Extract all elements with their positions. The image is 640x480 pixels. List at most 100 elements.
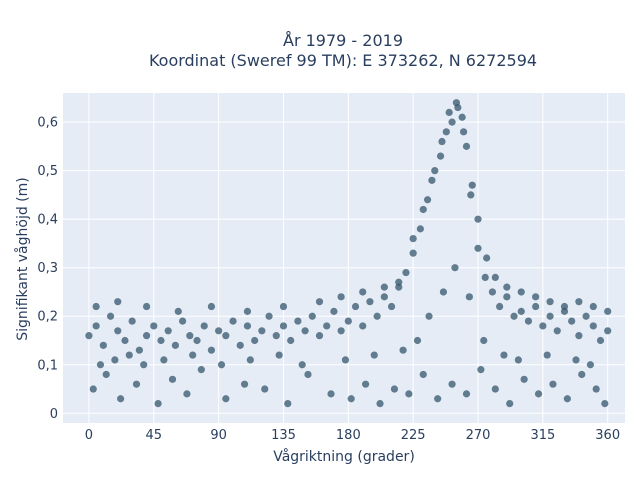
data-point [436,152,445,160]
data-point [514,356,522,364]
data-point [546,312,554,320]
data-point [477,366,485,374]
data-point [413,336,422,345]
x-tick-label: 360 [595,428,620,443]
data-point [222,332,230,340]
data-point [243,307,252,315]
data-point [347,395,355,403]
data-point [488,288,497,296]
data-point [189,351,197,359]
data-point [179,317,187,325]
data-point [229,317,237,325]
data-point [315,332,324,340]
data-point [520,375,528,383]
data-point [416,225,424,233]
data-point [474,244,482,252]
data-point [207,302,216,311]
data-point [261,385,269,393]
data-point [419,205,427,214]
data-point [157,336,165,345]
data-point [102,370,110,379]
data-point [174,307,182,315]
data-point [327,390,335,398]
data-point [154,399,162,408]
data-point [409,249,417,257]
data-point [376,399,384,408]
y-tick-label: 0,2 [37,310,58,325]
data-point [549,380,557,388]
data-point [323,322,331,330]
data-point [387,302,396,311]
data-point [438,137,446,146]
data-point [510,312,518,320]
data-point [193,336,201,345]
data-point [604,307,612,315]
data-point [572,356,580,364]
data-point [200,322,208,330]
data-point [298,361,306,369]
data-point [370,351,378,359]
data-point [480,336,488,345]
gridlines [63,93,625,423]
data-point [592,385,600,393]
chart-title-line-2: Koordinat (Sweref 99 TM): E 373262, N 62… [149,51,537,70]
data-point [405,390,413,398]
data-point [532,293,540,301]
x-tick-label: 180 [336,428,361,443]
data-point [491,385,499,393]
x-tick-label: 135 [271,428,296,443]
x-axis-ticks: 0 45 90 135 180 225 270 315 360 [85,428,620,443]
data-point [341,356,350,364]
data-point [197,366,205,374]
data-point [543,351,551,359]
data-point [150,322,158,330]
data-point [462,142,471,150]
data-point [380,293,388,301]
data-point [99,341,107,349]
data-point [451,264,459,272]
data-point [517,307,525,315]
data-point [243,322,252,330]
data-point [279,322,288,330]
data-point [125,351,133,359]
data-point [586,361,595,369]
y-tick-label: 0,3 [37,261,58,276]
x-tick-label: 0 [85,428,93,443]
data-point [140,361,148,369]
data-point [275,351,283,359]
data-point [560,302,569,311]
data-point [483,254,491,262]
data-point [186,332,194,340]
data-point [524,317,533,325]
data-point [428,176,436,184]
data-point [425,312,433,320]
data-point [589,322,597,330]
data-point [279,302,288,311]
data-point [366,298,374,306]
data-point [337,327,345,335]
chart-title: År 1979 - 2019 Koordinat (Sweref 99 TM):… [149,31,537,70]
data-point [539,322,547,330]
data-point [207,346,216,354]
data-point [496,302,504,311]
data-point [442,128,450,136]
data-point [240,380,249,388]
data-point [503,293,511,301]
data-point [409,234,417,243]
data-point [434,395,442,403]
data-point [272,332,280,340]
y-axis-ticks: 0 0,1 0,2 0,3 0,4 0,5 0,6 [37,116,58,422]
data-point [373,312,381,320]
data-point [454,103,462,112]
data-point [500,351,508,359]
data-point [395,278,403,286]
data-point [284,399,292,408]
plot-area [63,93,625,423]
data-point [236,341,244,349]
data-point [465,293,473,301]
data-point [399,346,407,354]
data-point [142,302,151,311]
data-point [114,298,122,306]
data-point [315,298,324,306]
data-point [89,385,97,393]
